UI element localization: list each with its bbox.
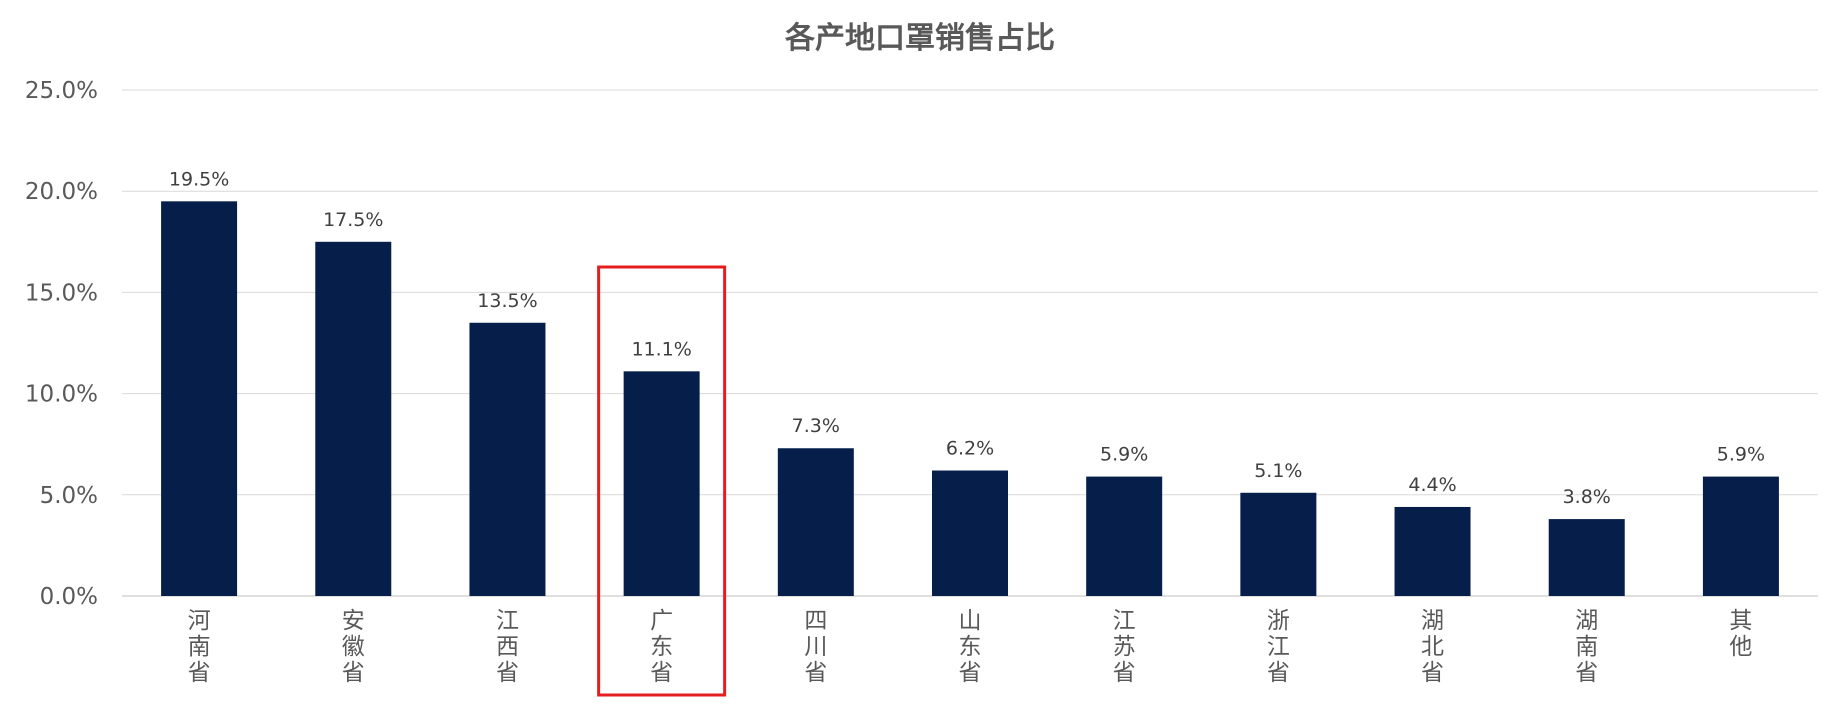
bar — [1394, 506, 1471, 596]
x-tick-label: 山东省 — [959, 608, 982, 686]
bar — [469, 322, 546, 596]
y-tick-label: 5.0% — [40, 483, 98, 509]
y-axis-ticks: 0.0% 5.0% 10.0% 15.0% 20.0% 25.0% — [25, 78, 98, 610]
bar — [315, 241, 392, 597]
bars — [161, 201, 1779, 597]
highlight-box — [597, 265, 727, 697]
data-label: 3.8% — [1563, 486, 1611, 508]
x-tick-label: 江西省 — [496, 608, 519, 686]
y-tick-label: 25.0% — [25, 78, 98, 104]
data-label: 11.1% — [631, 338, 691, 360]
x-tick-label: 广东省 — [650, 608, 673, 686]
y-tick-label: 20.0% — [25, 179, 98, 205]
data-labels: 19.5% 17.5% 13.5% 11.1% 7.3% 6.2% 5.9% 5.1% 4.4%… — [169, 168, 1765, 508]
data-label: 7.3% — [792, 415, 840, 437]
highlight-layer — [597, 265, 727, 697]
data-label: 19.5% — [169, 168, 229, 190]
y-tick-label: 0.0% — [40, 584, 98, 610]
bar — [161, 201, 238, 596]
bar — [1086, 476, 1163, 596]
y-tick-label: 15.0% — [25, 280, 98, 306]
x-tick-label: 湖北省 — [1421, 608, 1444, 686]
data-label: 17.5% — [323, 209, 383, 231]
x-tick-label: 安徽省 — [342, 608, 365, 686]
data-label: 5.9% — [1100, 444, 1148, 466]
bar — [777, 448, 854, 596]
x-tick-label: 湖南省 — [1575, 608, 1598, 686]
data-label: 5.1% — [1254, 460, 1302, 482]
bar — [1240, 492, 1317, 596]
y-tick-label: 10.0% — [25, 382, 98, 408]
chart-title: 各产地口罩销售占比 — [784, 21, 1055, 56]
x-tick-label: 浙江省 — [1267, 608, 1290, 686]
x-tick-label: 河南省 — [188, 608, 211, 686]
x-tick-label: 江苏省 — [1113, 608, 1136, 686]
data-label: 4.4% — [1408, 474, 1456, 496]
bar — [623, 371, 700, 596]
gridlines — [122, 89, 1818, 597]
data-label: 13.5% — [477, 290, 537, 312]
data-label: 6.2% — [946, 438, 994, 460]
x-axis-ticks: 河南省 安徽省 江西省 广东省 四川省 山东省 江苏省 浙江省 湖北省 湖南省 其他 — [188, 608, 1753, 686]
bar — [1548, 519, 1625, 596]
x-tick-label: 其他 — [1729, 608, 1752, 660]
bar — [932, 470, 1008, 596]
data-label: 5.9% — [1717, 444, 1765, 466]
bar — [1702, 476, 1779, 596]
x-tick-label: 四川省 — [804, 608, 827, 686]
